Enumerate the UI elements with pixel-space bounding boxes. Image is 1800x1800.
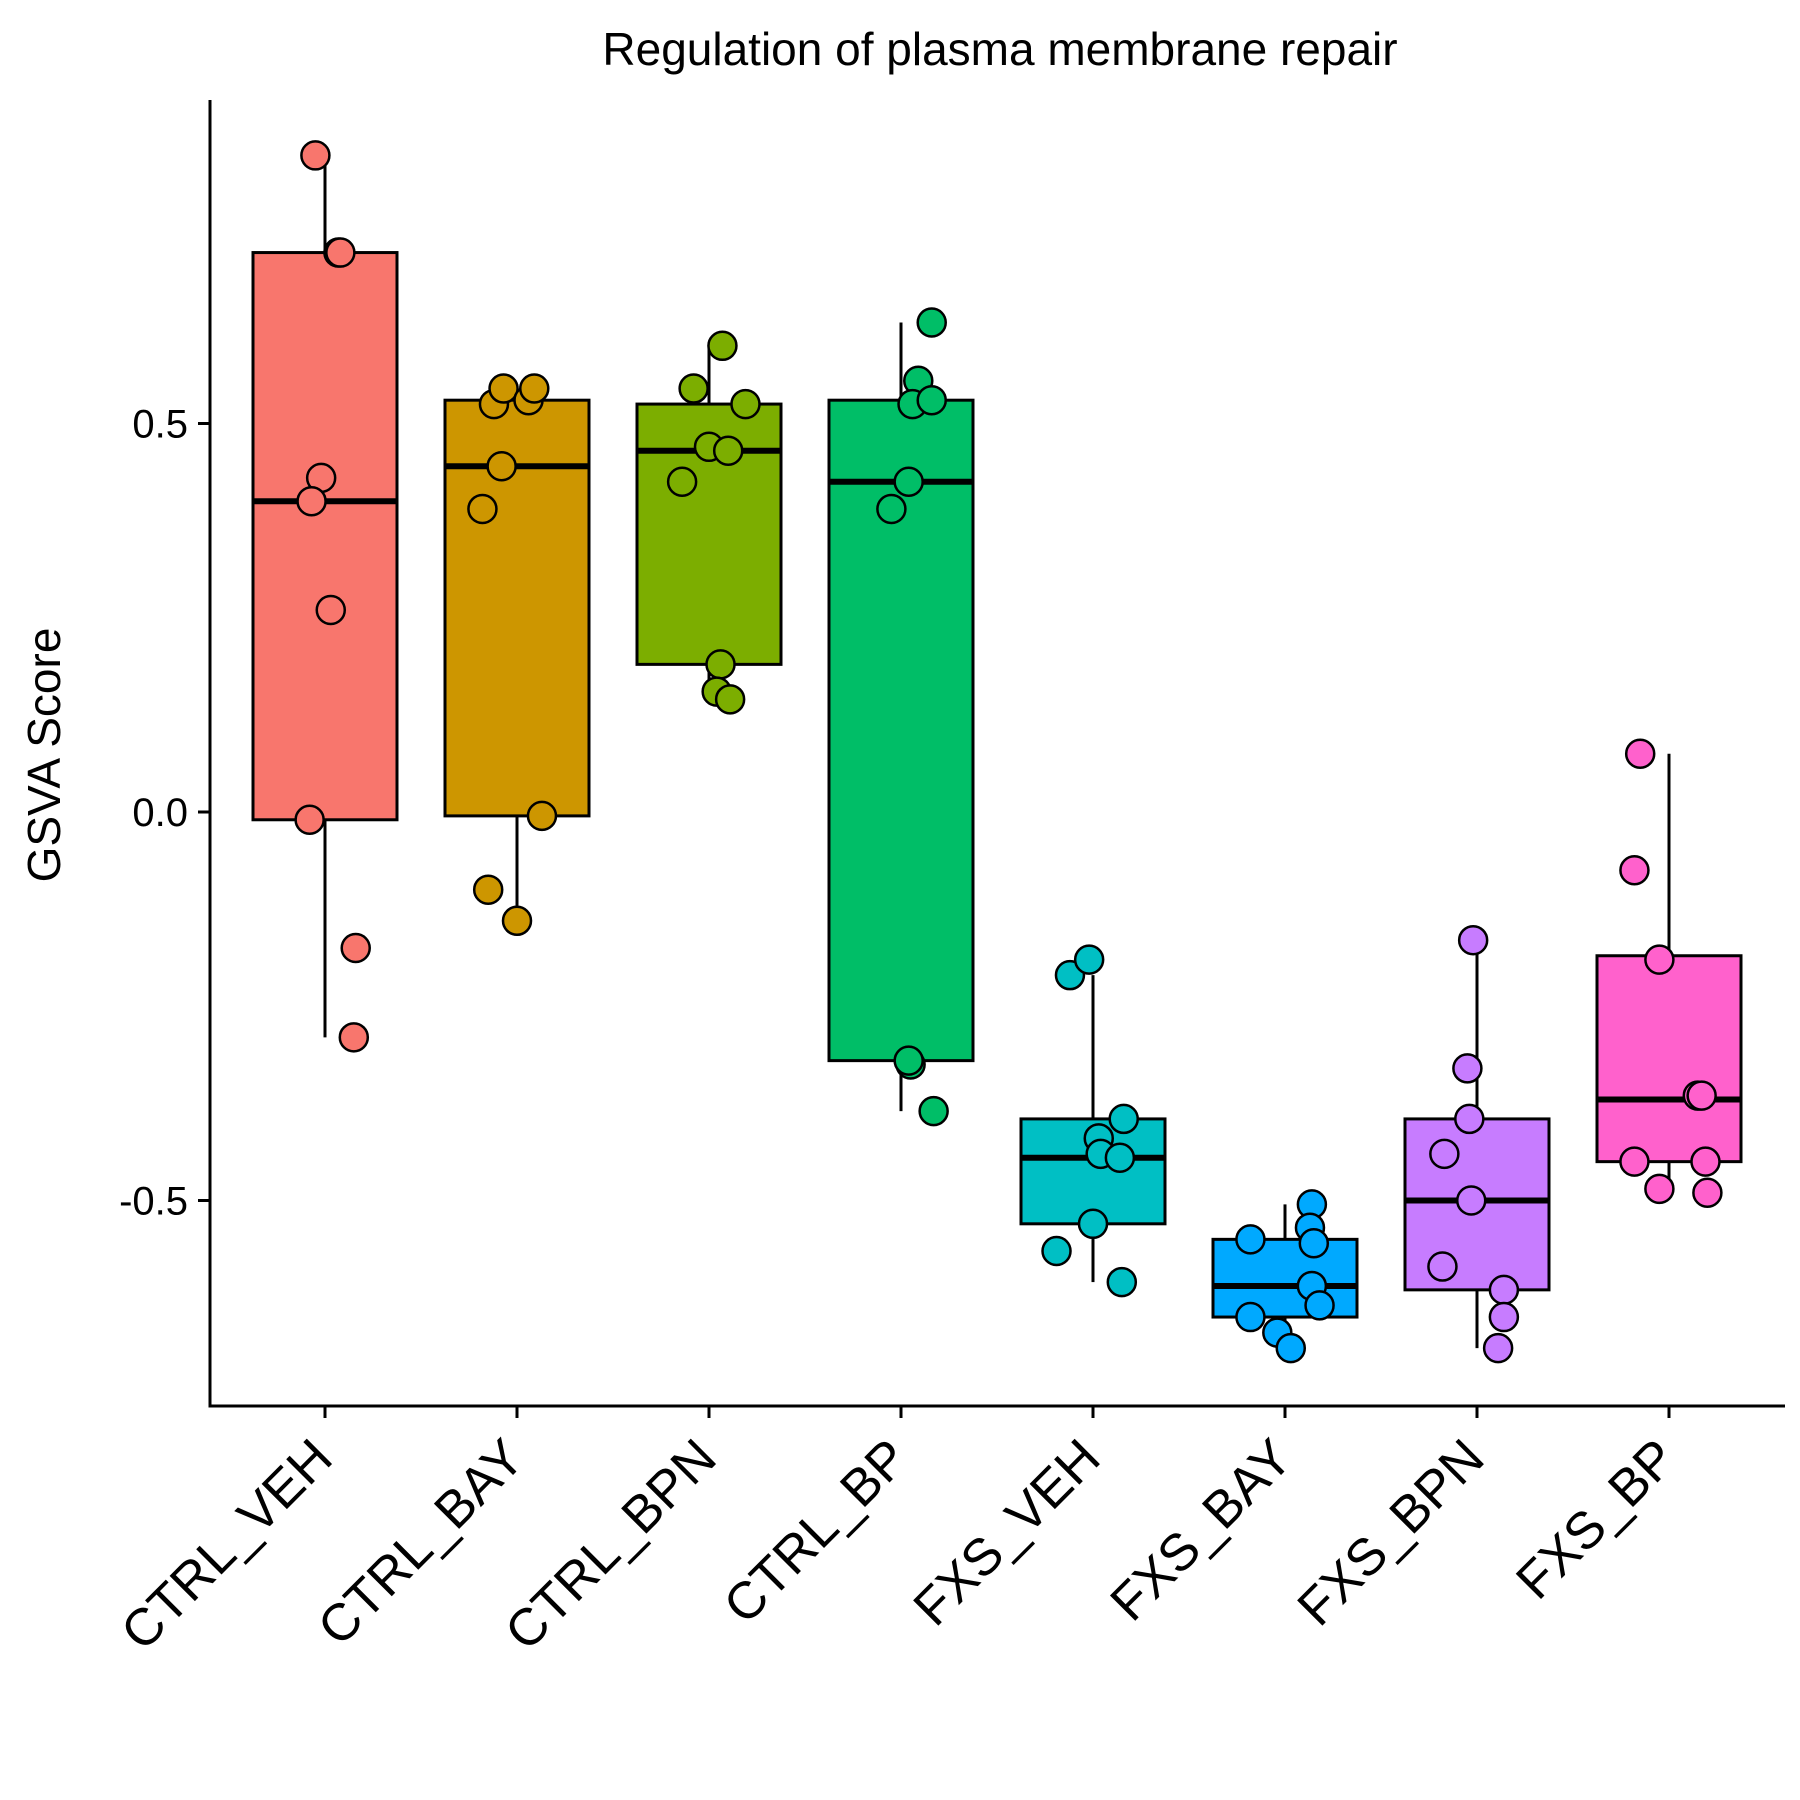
x-tick-label: FXS_BAY — [1100, 1428, 1304, 1632]
data-point — [707, 330, 738, 362]
data-point — [1455, 1185, 1487, 1216]
y-tick-label: 0.0 — [132, 791, 188, 835]
data-point — [893, 1045, 924, 1076]
data-point — [519, 373, 550, 404]
data-point — [1619, 1146, 1650, 1177]
data-point — [712, 435, 744, 466]
data-point — [325, 237, 356, 268]
data-point — [1108, 1103, 1139, 1135]
box-group-ctrl-bp — [827, 307, 975, 1127]
box-group-fxs-bp — [1595, 738, 1743, 1208]
chart-title: Regulation of plasma membrane repair — [602, 23, 1397, 75]
data-point — [486, 450, 517, 482]
data-point — [918, 1095, 949, 1127]
data-point — [296, 485, 327, 517]
box — [1211, 1237, 1359, 1319]
data-point — [294, 804, 325, 836]
box-group-fxs-bpn — [1403, 924, 1551, 1364]
data-point — [714, 684, 746, 715]
data-point — [315, 594, 347, 626]
x-tick-label: CTRL_BP — [713, 1428, 920, 1635]
data-point — [1488, 1301, 1520, 1333]
data-point — [1452, 1053, 1483, 1084]
data-point — [472, 874, 504, 905]
box-group-ctrl-veh — [251, 140, 399, 1053]
data-point — [1488, 1274, 1520, 1306]
data-point — [338, 1022, 370, 1053]
data-point — [1644, 944, 1675, 975]
data-point — [1690, 1146, 1721, 1177]
x-tick-label: CTRL_VEH — [110, 1428, 343, 1661]
data-point — [893, 466, 924, 498]
data-point — [1686, 1080, 1717, 1111]
y-tick-label: 0.5 — [132, 403, 188, 447]
data-point — [916, 307, 947, 338]
data-point — [1644, 1173, 1675, 1205]
plot-area — [251, 140, 1743, 1364]
data-point — [1041, 1235, 1072, 1267]
data-point — [1482, 1332, 1514, 1364]
data-point — [488, 373, 519, 404]
data-point — [340, 932, 371, 964]
data-point — [1457, 924, 1489, 956]
x-tick-label: FXS_BP — [1505, 1428, 1687, 1610]
box-group-ctrl-bpn — [635, 330, 783, 715]
data-point — [1106, 1266, 1138, 1298]
box — [443, 398, 591, 818]
data-point — [730, 388, 761, 420]
data-point — [467, 493, 498, 525]
data-point — [1624, 738, 1656, 769]
box — [251, 251, 399, 822]
x-tick-label: FXS_BPN — [1287, 1428, 1496, 1637]
data-point — [1454, 1103, 1485, 1135]
data-point — [1073, 944, 1105, 975]
data-point — [1427, 1251, 1458, 1282]
data-point — [1298, 1227, 1330, 1259]
box-group-ctrl-bay — [443, 373, 591, 937]
data-point — [1429, 1138, 1460, 1170]
y-tick-label: -0.5 — [119, 1180, 188, 1224]
data-point — [876, 493, 907, 525]
data-point — [1304, 1290, 1335, 1321]
data-point — [526, 800, 558, 832]
box — [1595, 954, 1743, 1164]
data-point — [1077, 1208, 1109, 1240]
y-axis-title: GSVA Score — [18, 628, 70, 883]
data-point — [1692, 1177, 1723, 1208]
x-tick-label: FXS_VEH — [903, 1428, 1112, 1637]
data-point — [1275, 1332, 1307, 1364]
data-point — [916, 384, 947, 416]
data-point — [1235, 1224, 1266, 1255]
data-point — [1104, 1142, 1136, 1174]
data-point — [666, 466, 698, 498]
data-point — [1619, 855, 1650, 886]
box-group-fxs-bay — [1211, 1189, 1359, 1364]
data-point — [300, 140, 331, 171]
data-point — [705, 649, 736, 680]
data-point — [501, 905, 533, 937]
data-point — [1235, 1301, 1266, 1333]
data-point — [678, 373, 709, 404]
box-group-fxs-veh — [1019, 944, 1167, 1298]
